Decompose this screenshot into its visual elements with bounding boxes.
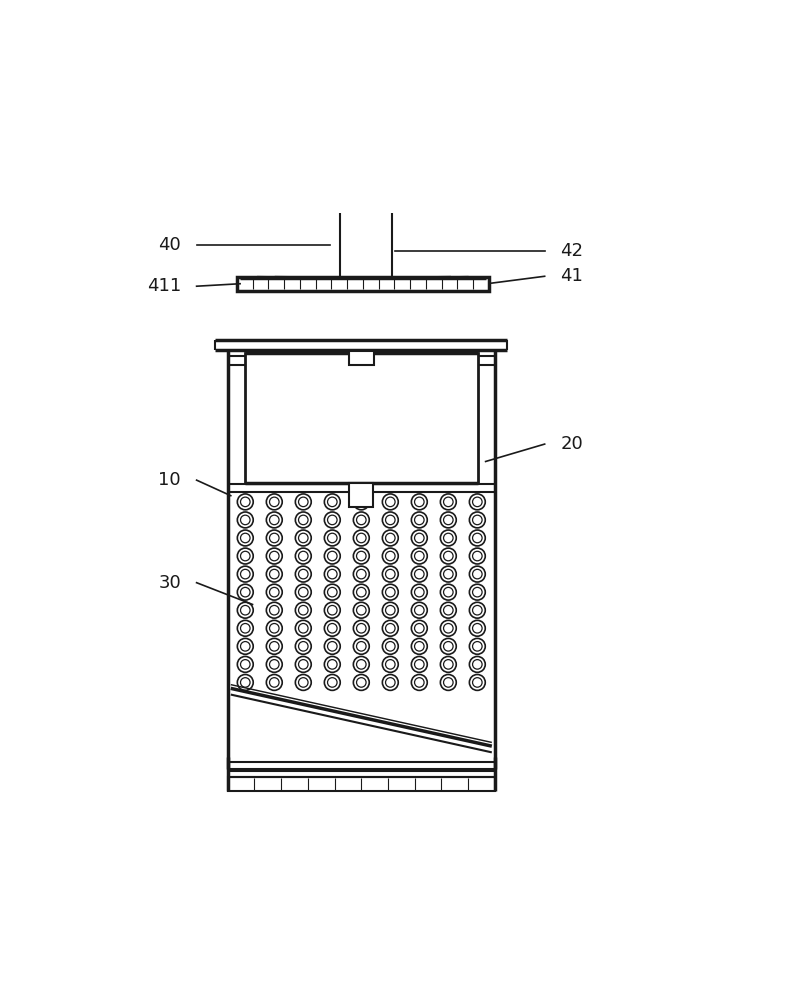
- Text: 411: 411: [147, 277, 181, 295]
- Bar: [350, 483, 373, 507]
- Text: 30: 30: [158, 574, 181, 592]
- Bar: [237, 277, 488, 291]
- Bar: [245, 353, 477, 483]
- Bar: [228, 777, 495, 791]
- Text: 41: 41: [561, 267, 583, 285]
- Text: 40: 40: [158, 236, 181, 254]
- Bar: [349, 351, 374, 365]
- Text: 42: 42: [561, 242, 583, 260]
- Text: 10: 10: [159, 471, 181, 489]
- Text: 20: 20: [561, 435, 583, 453]
